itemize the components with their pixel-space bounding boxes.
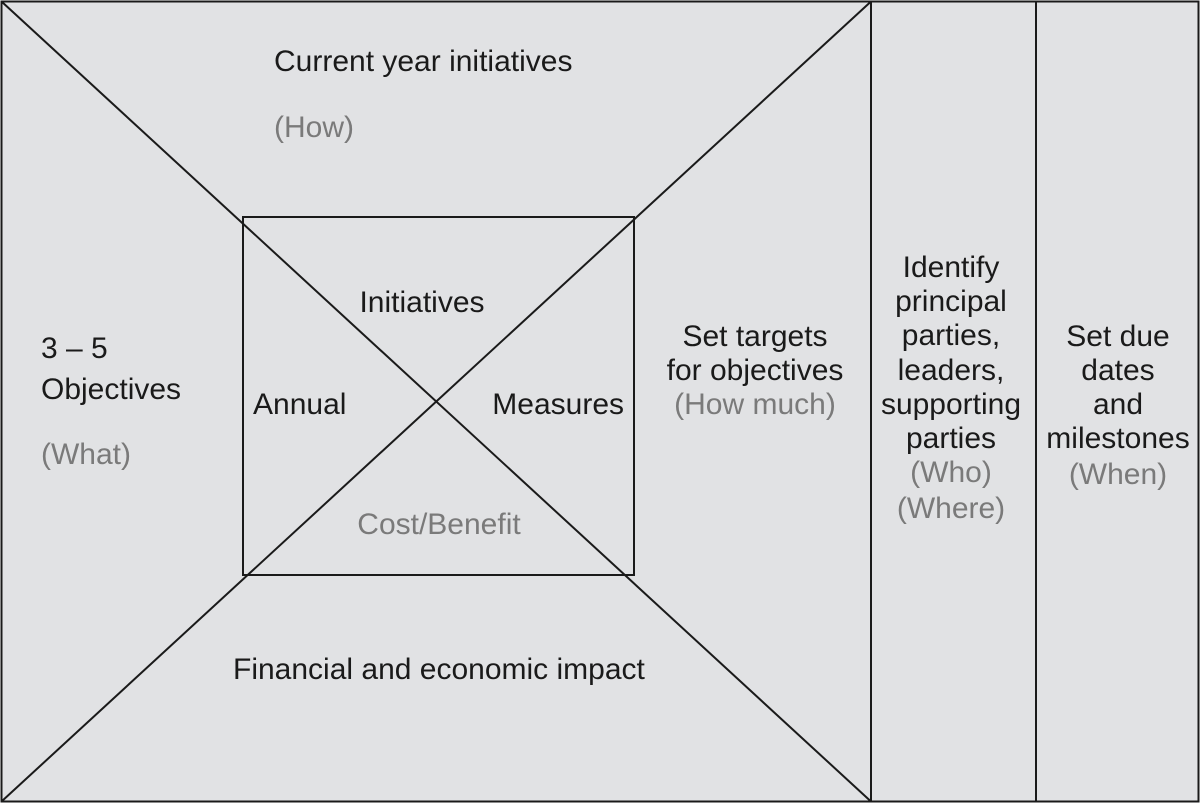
who-line-5: supporting (881, 388, 1021, 421)
who-line-3: parties, (902, 319, 1000, 352)
inner-top-label: Initiatives (359, 286, 484, 319)
right-line1: Set targets (682, 320, 827, 353)
when-line-3: and (1093, 388, 1143, 421)
when-sub-1: (When) (1069, 458, 1167, 491)
bottom-title: Financial and economic impact (233, 653, 646, 686)
inner-box (242, 216, 635, 576)
who-line-6: parties (906, 422, 996, 455)
who-line-1: Identify (903, 251, 1000, 284)
who-line-4: leaders, (898, 354, 1005, 387)
inner-right-label: Measures (492, 388, 624, 421)
right-subtitle: (How much) (674, 388, 836, 421)
left-subtitle: (What) (41, 438, 131, 471)
left-count: 3 – 5 (41, 332, 108, 365)
top-title: Current year initiatives (274, 45, 572, 78)
inner-bottom-label: Cost/Benefit (357, 508, 521, 541)
when-line-1: Set due (1066, 320, 1169, 353)
when-line-4: milestones (1046, 422, 1189, 455)
when-line-2: dates (1081, 354, 1154, 387)
left-title: Objectives (41, 373, 181, 406)
who-sub-2: (Where) (897, 492, 1005, 525)
who-line-2: principal (895, 285, 1007, 318)
who-sub-1: (Who) (910, 456, 992, 489)
inner-left-label: Annual (253, 388, 346, 421)
top-subtitle: (How) (274, 111, 354, 144)
diagonal-line-b (0, 0, 872, 803)
right-line2: for objectives (667, 354, 844, 387)
